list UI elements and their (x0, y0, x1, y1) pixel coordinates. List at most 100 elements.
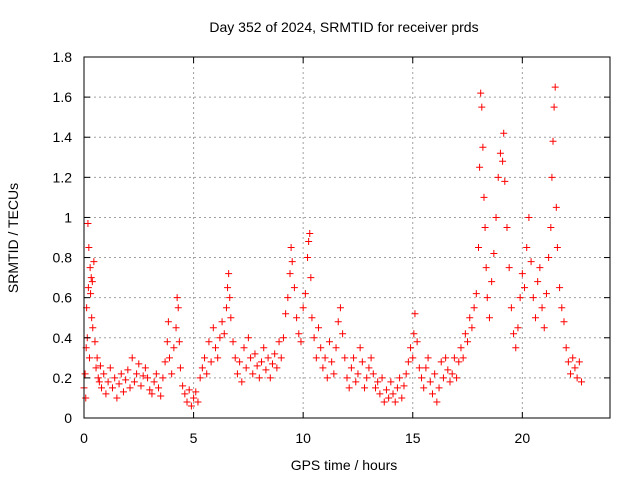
data-point (523, 244, 531, 252)
data-point (111, 374, 119, 382)
data-point (558, 304, 566, 312)
data-point (293, 314, 301, 322)
data-point (475, 244, 482, 252)
data-point (277, 354, 285, 362)
x-tick-label: 5 (190, 430, 198, 446)
data-point (170, 344, 178, 352)
y-tick-label: 1 (64, 209, 72, 225)
data-point (262, 366, 270, 374)
data-point (201, 354, 209, 362)
data-point (482, 264, 490, 272)
data-point (480, 193, 488, 201)
data-point (361, 384, 369, 392)
data-point (165, 354, 173, 362)
data-point (457, 344, 465, 352)
data-point (124, 366, 132, 374)
grid-layer (84, 57, 610, 418)
data-point (84, 284, 92, 292)
data-point (442, 354, 450, 362)
data-point (516, 294, 524, 302)
data-points-layer (80, 83, 586, 410)
data-point (146, 386, 154, 394)
data-point (510, 330, 518, 338)
ticks-layer: 0 0.2 0.4 0.6 0.8 1 1.2 1.4 1.6 1.8 0 5 10 15 20 (53, 49, 610, 446)
data-point (494, 173, 502, 181)
data-point (404, 358, 412, 366)
data-point (144, 374, 152, 382)
data-point (268, 360, 276, 368)
data-point (367, 354, 375, 362)
y-axis-label: SRMTID / TECUs (5, 183, 21, 293)
data-point (478, 103, 486, 111)
data-point (371, 384, 379, 392)
data-point (108, 384, 116, 392)
data-point (115, 380, 123, 388)
data-point (279, 334, 287, 342)
data-point (492, 213, 500, 221)
data-point (295, 330, 303, 338)
data-point (444, 366, 452, 374)
data-point (410, 330, 418, 338)
data-point (354, 370, 362, 378)
data-point (90, 258, 98, 266)
data-point (507, 304, 515, 312)
data-point (374, 378, 382, 386)
data-point (549, 137, 557, 145)
x-tick-label: 10 (295, 430, 311, 446)
data-point (87, 290, 95, 298)
data-point (435, 384, 443, 392)
data-point (525, 213, 533, 221)
data-point (562, 344, 570, 352)
data-point (560, 318, 568, 326)
data-point (550, 103, 558, 111)
data-point (216, 334, 224, 342)
data-point (529, 294, 537, 302)
data-point (282, 310, 290, 318)
x-tick-label: 15 (405, 430, 421, 446)
data-point (175, 338, 183, 346)
data-point (122, 376, 130, 384)
data-point (306, 229, 314, 237)
data-point (365, 364, 373, 372)
data-point (538, 304, 546, 312)
data-point (286, 270, 294, 278)
data-point (301, 290, 309, 298)
data-point (433, 398, 441, 406)
data-point (225, 270, 233, 278)
data-point (531, 314, 539, 322)
data-point (350, 354, 358, 362)
data-point (385, 394, 393, 402)
data-point (238, 378, 246, 386)
data-point (488, 278, 496, 286)
data-point (242, 364, 250, 372)
data-point (426, 378, 434, 386)
y-tick-label: 0.6 (53, 290, 73, 306)
data-point (98, 384, 106, 392)
data-point (450, 354, 458, 362)
data-point (485, 314, 493, 322)
data-point (93, 354, 101, 362)
data-point (264, 354, 272, 362)
data-point (536, 264, 544, 272)
y-tick-label: 1.8 (53, 49, 73, 65)
data-point (148, 390, 156, 398)
data-point (88, 278, 96, 286)
data-point (567, 370, 575, 378)
data-point (100, 370, 108, 378)
data-point (271, 350, 279, 358)
data-point (187, 402, 195, 410)
data-point (86, 264, 94, 272)
data-point (499, 157, 507, 165)
data-point (569, 354, 577, 362)
data-point (194, 398, 202, 406)
data-point (155, 384, 163, 392)
data-point (135, 360, 143, 368)
data-point (173, 294, 181, 302)
data-point (319, 364, 327, 372)
y-tick-label: 0.4 (53, 330, 73, 346)
data-point (95, 378, 103, 386)
data-point (181, 390, 189, 398)
data-point (96, 362, 104, 370)
data-point (117, 370, 125, 378)
data-point (573, 374, 581, 382)
